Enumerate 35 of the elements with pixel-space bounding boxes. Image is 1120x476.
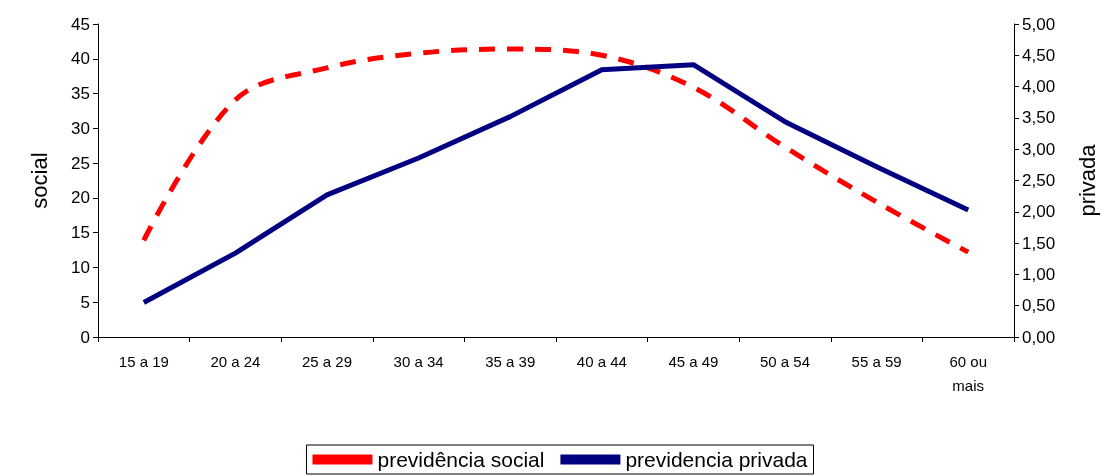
y2-tick-label: 1,00	[1022, 264, 1056, 284]
y-tick-label: 10	[71, 257, 90, 277]
x-tick-label: 40 a 44	[576, 352, 627, 370]
y-tick-label: 35	[71, 84, 90, 104]
x-tick-label: 45 a 49	[668, 352, 719, 370]
x-tick-label: 25 a 29	[301, 352, 353, 370]
y-tick-label: 5	[80, 292, 90, 312]
x-tick-label: 20 a 24	[210, 352, 261, 370]
legend-label: previdencia privada	[625, 448, 808, 471]
y-tick-label: 40	[71, 49, 90, 69]
y2-tick-label: 4,00	[1022, 77, 1056, 97]
y2-tick-label: 3,50	[1022, 108, 1056, 128]
x-tick-label: 60 ou mais	[949, 352, 987, 394]
y-tick-label: 15	[71, 223, 90, 243]
y2-tick-label: 0,50	[1022, 296, 1056, 316]
legend-label: previdência social	[377, 448, 545, 471]
y-tick-label: 45	[71, 14, 90, 34]
x-tick-label: 35 a 39	[485, 352, 536, 370]
y2-tick-label: 3,00	[1022, 139, 1056, 159]
y-tick-label: 30	[71, 118, 90, 138]
x-tick-label: 15 a 19	[118, 352, 169, 370]
x-tick-label: 55 a 59	[851, 352, 902, 370]
y-axis-title: social	[26, 152, 52, 209]
y2-tick-label: 2,00	[1022, 202, 1056, 222]
y-tick-label: 25	[71, 153, 90, 173]
y2-tick-label: 2,50	[1022, 171, 1056, 190]
y2-tick-label: 0,00	[1022, 327, 1056, 347]
y-tick-label: 0	[80, 327, 90, 347]
y2-tick-label: 1,50	[1022, 233, 1056, 253]
y2-axis-title: privada	[1074, 143, 1100, 217]
x-tick-label: 30 a 34	[393, 352, 444, 370]
y2-tick-label: 5,00	[1022, 14, 1056, 34]
y2-tick-label: 4,50	[1022, 45, 1056, 65]
y-tick-label: 20	[71, 188, 90, 208]
x-tick-label: 50 a 54	[759, 352, 811, 370]
